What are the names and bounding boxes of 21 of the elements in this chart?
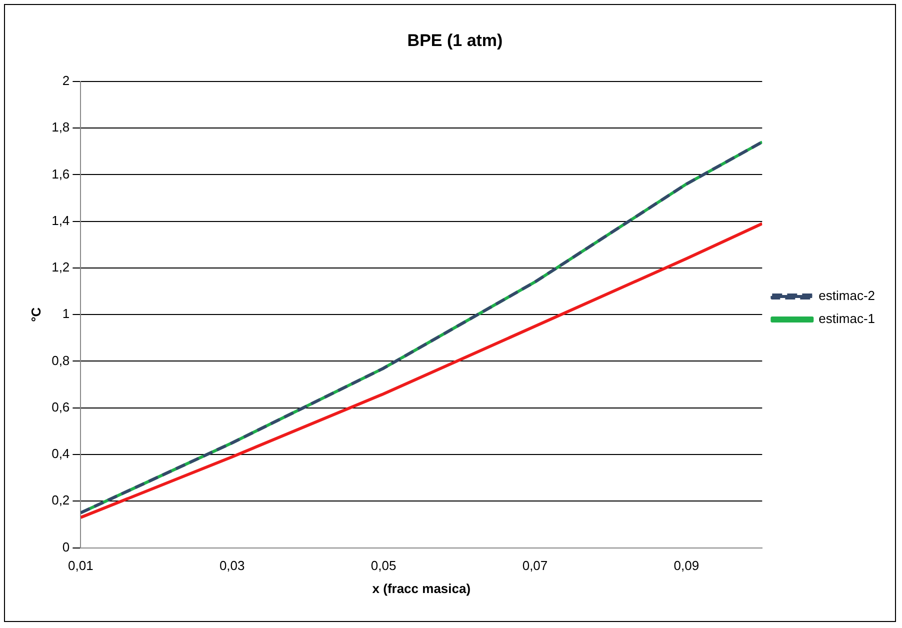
- x-tick-label: 0,01: [68, 558, 94, 574]
- y-tick-label: 1: [62, 306, 70, 322]
- x-tick-label: 0,09: [674, 558, 700, 574]
- y-tick-label: 0,8: [52, 352, 70, 368]
- legend-label: estimac-1: [818, 311, 876, 326]
- y-tick-label: 0,2: [52, 492, 70, 508]
- x-tick-label: 0,05: [370, 558, 396, 574]
- y-tick-label: 0,4: [52, 446, 70, 462]
- y-tick-label: 1,8: [52, 120, 70, 135]
- legend-label: estimac-2: [818, 288, 876, 304]
- y-tick-label: 2: [62, 72, 70, 88]
- x-tick-label: 0,03: [219, 558, 245, 574]
- y-tick-label: 0,6: [52, 399, 70, 414]
- y-tick-label: 1,4: [52, 212, 70, 228]
- y-axis-title: °C: [28, 306, 44, 322]
- y-tick-label: 0: [62, 539, 70, 554]
- y-tick-label: 1,2: [52, 260, 70, 275]
- x-axis-title: x (fracc masica): [372, 580, 471, 596]
- y-tick-label: 1,6: [52, 166, 70, 182]
- chart-title: BPE (1 atm): [407, 30, 503, 50]
- x-tick-label: 0,07: [522, 558, 548, 574]
